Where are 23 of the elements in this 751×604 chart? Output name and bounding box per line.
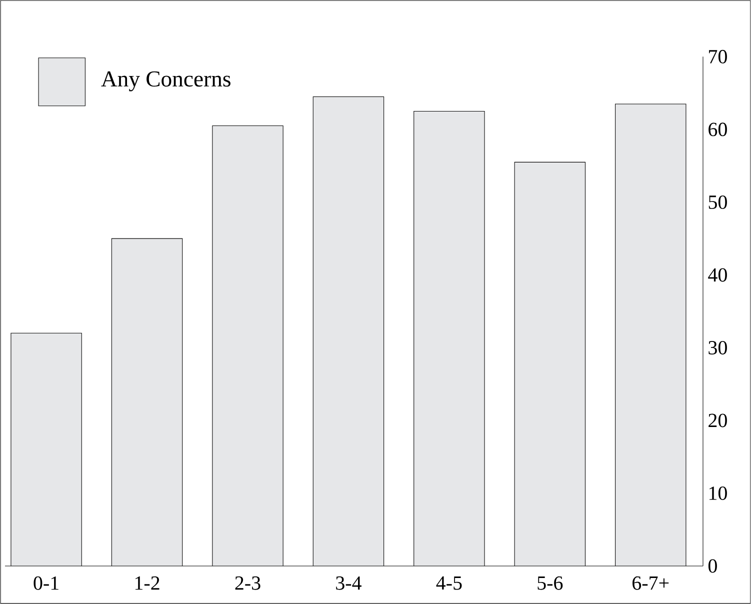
bar <box>313 96 384 566</box>
y-tick-label: 70 <box>709 50 727 64</box>
bar <box>112 238 182 566</box>
bar <box>10 333 82 566</box>
bar <box>514 162 586 566</box>
bar <box>615 104 686 566</box>
x-tick-label: 1-2 <box>135 576 160 590</box>
x-tick-label: 0-1 <box>34 576 58 590</box>
y-tick-label: 10 <box>709 486 727 500</box>
y-tick-label: 20 <box>708 414 727 428</box>
bar <box>414 111 485 566</box>
y-tick-label: 50 <box>708 195 727 209</box>
y-tick-label: 0 <box>708 559 717 573</box>
x-tick-label: 6-7+ <box>632 576 669 590</box>
y-tick-label: 40 <box>708 268 727 282</box>
x-tick-label: 3-4 <box>336 576 362 590</box>
x-tick-label: 4-5 <box>436 576 462 590</box>
x-tick-label: 2-3 <box>235 576 260 590</box>
bar <box>212 126 284 566</box>
y-tick-label: 30 <box>708 340 727 354</box>
x-tick-label: 5-6 <box>538 576 563 590</box>
y-tick-label: 60 <box>708 122 727 136</box>
series-label: Any Concerns <box>101 71 230 92</box>
